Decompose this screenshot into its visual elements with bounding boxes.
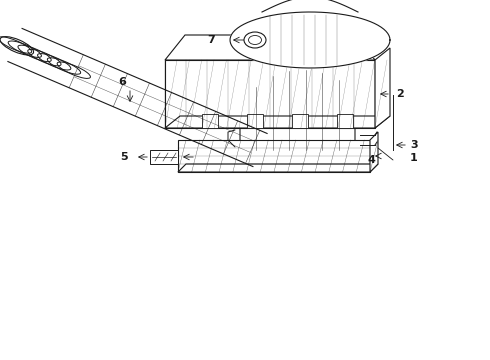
Ellipse shape [244, 32, 266, 48]
Text: 1: 1 [410, 153, 418, 163]
Polygon shape [337, 114, 353, 128]
Polygon shape [202, 114, 218, 128]
Text: 5: 5 [121, 152, 128, 162]
Text: 3: 3 [410, 140, 417, 150]
Text: 4: 4 [367, 155, 375, 165]
Polygon shape [247, 114, 263, 128]
Polygon shape [165, 116, 390, 128]
Polygon shape [230, 12, 390, 68]
Polygon shape [292, 114, 308, 128]
Polygon shape [240, 70, 360, 150]
Ellipse shape [248, 36, 262, 45]
Ellipse shape [0, 37, 34, 55]
Polygon shape [165, 60, 375, 128]
Polygon shape [240, 143, 363, 150]
Polygon shape [150, 150, 178, 164]
Polygon shape [375, 48, 390, 128]
Polygon shape [370, 132, 378, 172]
Polygon shape [178, 140, 370, 172]
Text: 2: 2 [396, 89, 404, 99]
Polygon shape [165, 35, 375, 60]
Text: 6: 6 [118, 77, 126, 87]
Polygon shape [240, 155, 363, 162]
Polygon shape [178, 164, 378, 172]
Text: 7: 7 [207, 35, 215, 45]
